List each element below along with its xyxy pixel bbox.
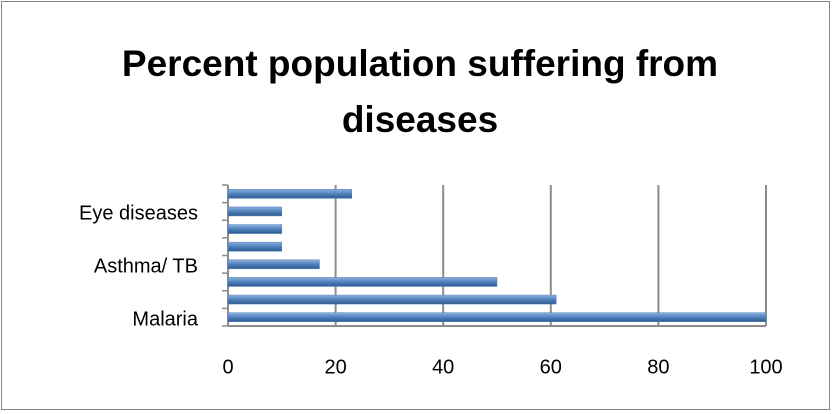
- x-tick-label: 100: [749, 356, 782, 378]
- y-tick-label: Eye diseases: [79, 203, 198, 225]
- bar: [227, 189, 352, 199]
- bar: [227, 312, 767, 322]
- x-tick-label: 20: [324, 356, 346, 378]
- bar: [227, 206, 283, 217]
- y-tick-label: Asthma/ TB: [94, 256, 198, 278]
- bar: [227, 224, 283, 234]
- chart-title: Percent population suffering from diseas…: [121, 43, 719, 140]
- bar: [227, 277, 498, 287]
- x-tick-label: 0: [222, 356, 233, 378]
- x-tick-label: 60: [540, 356, 562, 378]
- bar: [227, 241, 283, 252]
- bar: [227, 294, 557, 305]
- bar: [227, 259, 320, 270]
- x-tick-label: 40: [432, 356, 454, 378]
- chart-frame: [1, 1, 830, 410]
- y-tick-label: Malaria: [132, 308, 198, 330]
- x-tick-label: 80: [647, 356, 669, 378]
